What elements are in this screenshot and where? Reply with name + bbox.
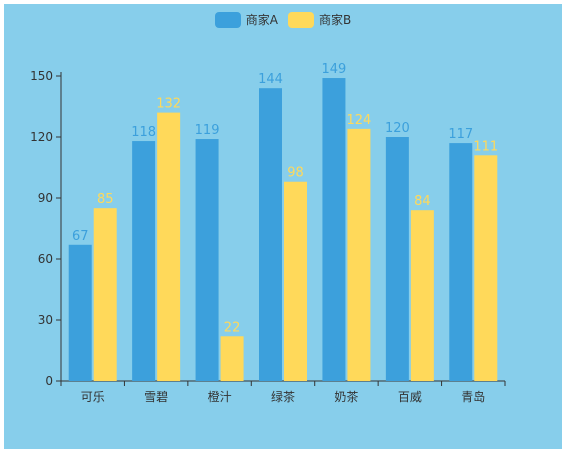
legend-swatch-series-b <box>287 11 314 28</box>
bar-series-b <box>157 112 181 381</box>
bar-series-b <box>474 155 498 381</box>
data-label-series-a: 120 <box>385 121 410 136</box>
y-tick-label: 0 <box>45 374 53 388</box>
y-tick-label: 150 <box>30 69 53 83</box>
y-tick-label: 30 <box>38 313 53 327</box>
bar-series-a <box>68 244 92 381</box>
y-tick-label: 60 <box>38 252 53 266</box>
legend-label-series-b: 商家B <box>318 13 352 27</box>
x-tick-label: 雪碧 <box>144 390 168 404</box>
bar-series-b <box>410 210 434 381</box>
data-label-series-b: 132 <box>156 97 181 112</box>
data-label-series-a: 119 <box>195 123 220 138</box>
bar-series-a <box>132 141 156 381</box>
bar-series-a <box>259 88 282 381</box>
bar-series-a <box>322 78 346 382</box>
data-label-series-b: 98 <box>287 166 304 181</box>
x-tick-label: 可乐 <box>81 390 105 404</box>
data-label-series-a: 149 <box>322 62 347 77</box>
data-label-series-a: 117 <box>448 127 473 142</box>
legend-label-series-a: 商家A <box>245 13 278 27</box>
x-tick-label: 绿茶 <box>271 389 295 404</box>
bar-series-b <box>347 128 371 381</box>
data-label-series-a: 67 <box>72 229 89 244</box>
y-tick-label: 120 <box>30 130 53 144</box>
legend-swatch-series-a <box>214 11 241 28</box>
x-tick-label: 橙汁 <box>208 389 232 404</box>
legend: 商家A 商家B <box>4 11 562 28</box>
bar-series-a <box>449 143 473 381</box>
legend-item-series-b[interactable]: 商家B <box>287 11 352 28</box>
data-label-series-b: 85 <box>97 192 114 207</box>
bar-series-a <box>195 139 219 381</box>
x-tick-label: 百威 <box>398 390 422 404</box>
chart-panel: 商家A 商家B 0 30 60 90 120 150 可乐 67 85 雪碧 118 132 橙汁 119… <box>4 4 562 449</box>
y-tick-label: 90 <box>38 191 53 205</box>
data-label-series-b: 22 <box>224 320 241 335</box>
data-label-series-a: 144 <box>258 72 283 87</box>
bar-series-b <box>220 336 244 381</box>
data-label-series-b: 84 <box>414 194 431 209</box>
bar-series-a <box>385 137 409 381</box>
legend-item-series-a[interactable]: 商家A <box>214 11 278 28</box>
bar-series-b <box>93 208 117 381</box>
data-label-series-b: 124 <box>347 113 372 128</box>
x-tick-label: 青岛 <box>461 389 485 404</box>
data-label-series-a: 118 <box>131 125 156 140</box>
x-tick-label: 奶茶 <box>334 389 358 404</box>
data-label-series-b: 111 <box>473 139 498 154</box>
bar-series-b <box>284 181 307 381</box>
